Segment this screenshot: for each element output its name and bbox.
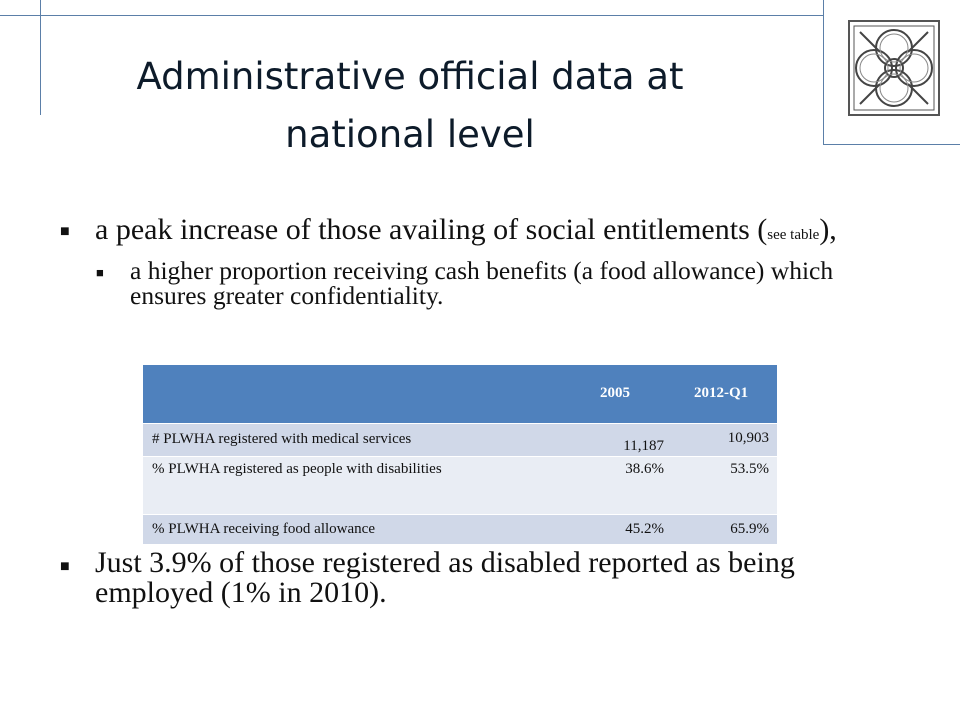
header-2012-q1: 2012-Q1	[672, 365, 777, 423]
table-header-row: 2005 2012-Q1	[143, 365, 777, 423]
header-blank	[143, 365, 570, 423]
bullet-text: Just 3.9% of those registered as disable…	[95, 546, 795, 609]
square-bullet-icon: ■	[60, 558, 70, 575]
bullet-employment: ■ Just 3.9% of those registered as disabl…	[60, 548, 910, 608]
sub-bullet-cash-benefits: ■ a higher proportion receiving cash bene…	[96, 256, 860, 310]
square-bullet-icon: ■	[60, 223, 70, 240]
header-2005: 2005	[570, 365, 672, 423]
value-2012: 53.5%	[672, 455, 777, 514]
logo-panel	[823, 0, 960, 145]
table-row: % PLWHA receiving food allowance 45.2% 6…	[143, 513, 777, 544]
bullet-text: a peak increase of those availing of soc…	[95, 213, 768, 246]
frame-top-line	[0, 15, 823, 16]
square-bullet-icon: ■	[96, 265, 104, 280]
value-2012: 65.9%	[672, 513, 777, 544]
row-label: % PLWHA receiving food allowance	[143, 513, 570, 544]
bullet-text-end: ),	[819, 213, 837, 246]
value-2005: 38.6%	[570, 455, 672, 514]
bullet-peak-increase: ■ a peak increase of those availing of so…	[60, 215, 860, 250]
table-row: % PLWHA registered as people with disabi…	[143, 455, 777, 514]
value-2012: 10,903	[672, 422, 777, 456]
frame-left-line	[40, 0, 41, 115]
sub-bullet-text: a higher proportion receiving cash benef…	[130, 256, 834, 310]
slide-title: Administrative official data at national…	[136, 55, 684, 156]
value-2005: 11,187	[570, 422, 672, 456]
table-row: # PLWHA registered with medical services…	[143, 422, 777, 456]
value-2005: 45.2%	[570, 513, 672, 544]
data-table: 2005 2012-Q1 # PLWHA registered with med…	[143, 365, 777, 544]
bullet-list: ■ a peak increase of those availing of so…	[60, 215, 860, 310]
see-table-note: see table	[767, 227, 820, 243]
row-label: % PLWHA registered as people with disabi…	[143, 455, 570, 514]
row-label: # PLWHA registered with medical services	[143, 422, 570, 456]
celtic-knot-logo-icon	[848, 20, 940, 116]
